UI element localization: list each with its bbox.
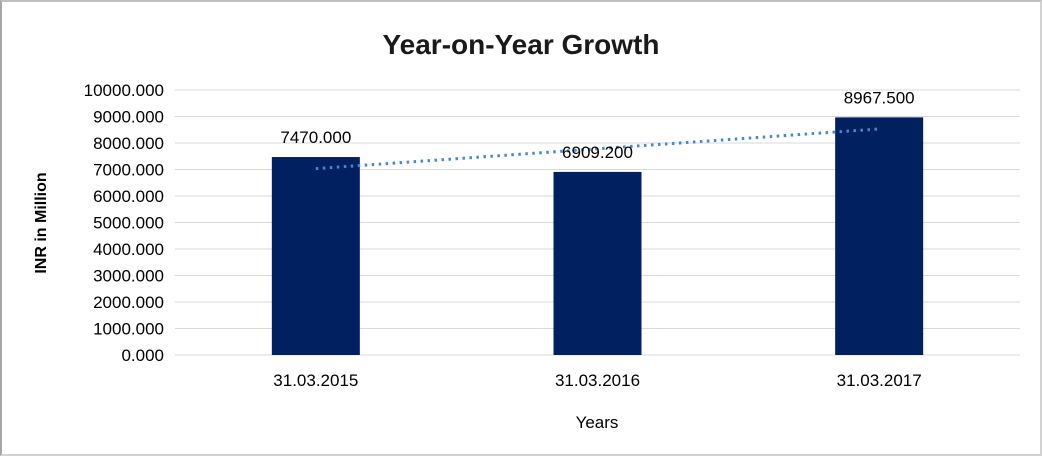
y-tick-label: 9000.000 — [93, 108, 164, 127]
x-tick-label: 31.03.2017 — [837, 371, 922, 390]
bar-value-label: 6909.200 — [562, 143, 633, 162]
bar-31.03.2016 — [553, 171, 642, 355]
y-tick-label: 10000.000 — [84, 81, 164, 100]
y-tick-label: 5000.000 — [93, 214, 164, 233]
bar-31.03.2015 — [271, 157, 360, 355]
trendline — [315, 127, 880, 171]
x-tick-label: 31.03.2015 — [273, 371, 358, 390]
bar-31.03.2017 — [835, 117, 924, 355]
y-tick-label: 8000.000 — [93, 134, 164, 153]
y-tick-label: 3000.000 — [93, 267, 164, 286]
x-tick-label: 31.03.2016 — [555, 371, 640, 390]
chart-title: Year-on-Year Growth — [382, 29, 660, 60]
bar-value-label: 7470.000 — [280, 128, 351, 147]
y-tick-label: 6000.000 — [93, 187, 164, 206]
y-tick-label: 2000.000 — [93, 293, 164, 312]
x-axis-title: Years — [575, 413, 619, 432]
y-tick-label: 7000.000 — [93, 161, 164, 180]
y-tick-label: 0.000 — [121, 346, 164, 365]
bar-value-label: 8967.500 — [844, 88, 915, 107]
y-tick-label: 1000.000 — [93, 320, 164, 339]
y-tick-label: 4000.000 — [93, 240, 164, 259]
